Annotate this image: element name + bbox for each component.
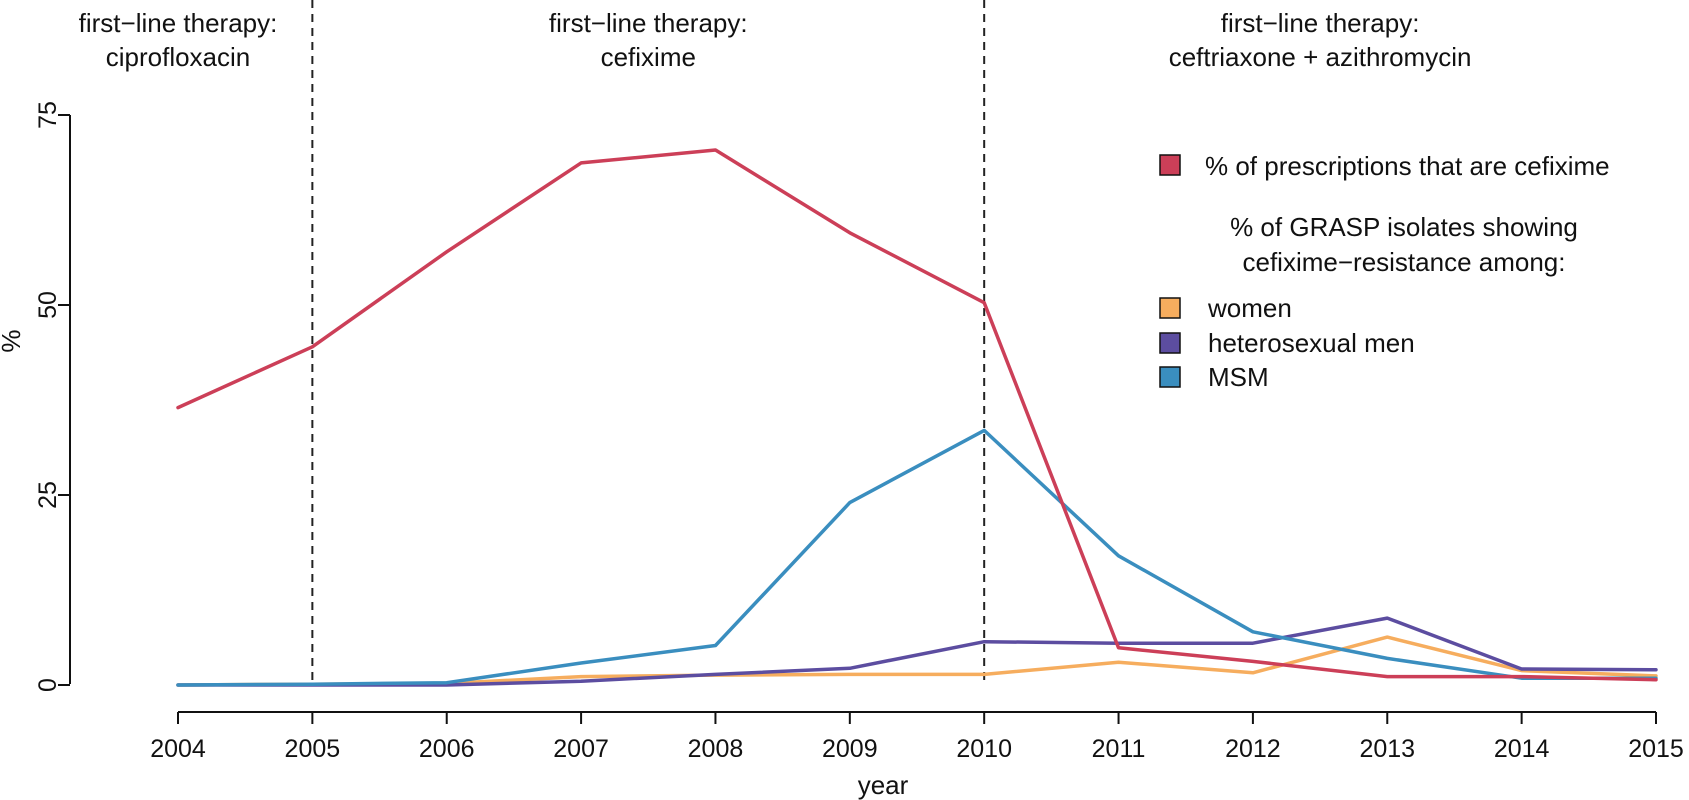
- x-tick-label-2004: 2004: [150, 735, 206, 763]
- series-line-of-prescriptions-that-are-cefixime: [176, 148, 1658, 682]
- legend-label-msm: MSM: [1208, 362, 1269, 392]
- legend-swatch-women: [1159, 297, 1181, 319]
- period-label-1-line2: cefixime: [601, 42, 696, 72]
- period-label-0-line2: ciprofloxacin: [106, 42, 251, 72]
- y-tick-label-0: 0: [34, 678, 62, 692]
- axes: % year: [0, 115, 1656, 800]
- legend: % of prescriptions that are cefixime % o…: [1159, 151, 1610, 392]
- y-tick-label-25: 25: [34, 481, 62, 509]
- legend-label-women: women: [1207, 293, 1292, 323]
- series-line-heterosexual-men: [176, 616, 1658, 687]
- legend-label-cefixime-prescriptions: % of prescriptions that are cefixime: [1205, 151, 1610, 181]
- x-tick-label-2007: 2007: [553, 735, 609, 763]
- x-tick-label-2010: 2010: [956, 735, 1012, 763]
- series-line-msm: [176, 428, 1658, 687]
- legend-swatch-cefixime-prescriptions: [1159, 154, 1181, 176]
- period-label-2-line1: first−line therapy:: [1221, 8, 1420, 38]
- x-axis-label: year: [858, 770, 909, 800]
- period-labels: first−line therapy: ciprofloxacin first−li…: [79, 8, 1472, 72]
- x-tick-label-2009: 2009: [822, 735, 878, 763]
- y-tick-label-50: 50: [34, 291, 62, 319]
- period-label-2-line2: ceftriaxone + azithromycin: [1169, 42, 1472, 72]
- therapy-change-lines: [311, 0, 986, 685]
- legend-heading-line2: cefixime−resistance among:: [1243, 247, 1566, 277]
- legend-heading-line1: % of GRASP isolates showing: [1230, 212, 1578, 242]
- x-tick-label-2008: 2008: [688, 735, 744, 763]
- x-tick-label-2014: 2014: [1494, 735, 1550, 763]
- ticks: 2004 2005 2006 2007 2008 2009 2010 2011 2012 2013…: [34, 101, 1684, 763]
- x-tick-label-2005: 2005: [285, 735, 341, 763]
- x-tick-label-2015: 2015: [1628, 735, 1684, 763]
- series-lines: [176, 148, 1658, 687]
- legend-swatch-msm: [1159, 366, 1181, 388]
- y-tick-label-75: 75: [34, 101, 62, 129]
- legend-label-heterosexual-men: heterosexual men: [1208, 328, 1415, 358]
- period-label-0-line1: first−line therapy:: [79, 8, 278, 38]
- x-tick-label-2012: 2012: [1225, 735, 1281, 763]
- x-tick-label-2011: 2011: [1092, 735, 1146, 763]
- x-tick-label-2006: 2006: [419, 735, 475, 763]
- period-label-1-line1: first−line therapy:: [549, 8, 748, 38]
- y-axis-label: %: [0, 329, 26, 352]
- x-tick-label-2013: 2013: [1359, 735, 1415, 763]
- legend-swatch-heterosexual-men: [1159, 332, 1181, 354]
